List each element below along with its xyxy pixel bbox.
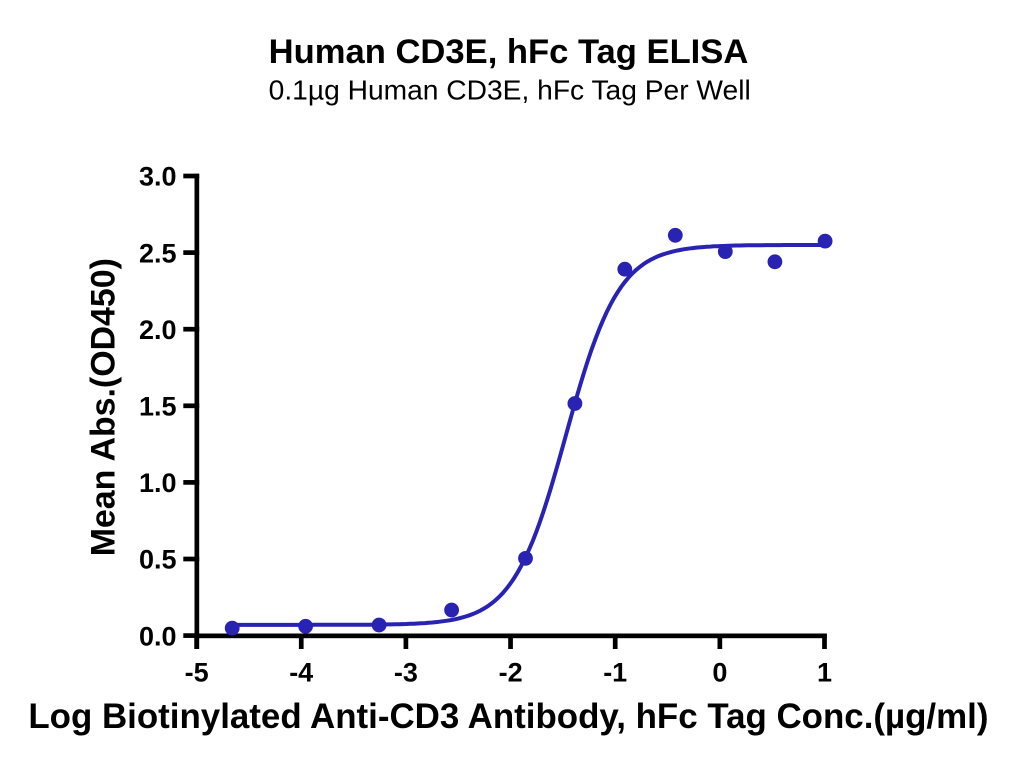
svg-text:3.0: 3.0 <box>139 162 177 192</box>
svg-text:-4: -4 <box>289 657 313 687</box>
svg-text:-3: -3 <box>394 657 418 687</box>
svg-text:1.5: 1.5 <box>139 392 177 422</box>
svg-text:1.0: 1.0 <box>139 468 177 498</box>
svg-text:2.0: 2.0 <box>139 315 177 345</box>
svg-text:Human CD3E, hFc Tag ELISA: Human CD3E, hFc Tag ELISA <box>269 33 749 71</box>
svg-text:0.0: 0.0 <box>139 621 177 651</box>
svg-text:Log Biotinylated Anti-CD3 Anti: Log Biotinylated Anti-CD3 Antibody, hFc … <box>28 697 988 736</box>
svg-text:0.5: 0.5 <box>139 545 177 575</box>
svg-text:0.1µg Human CD3E, hFc Tag Per: 0.1µg Human CD3E, hFc Tag Per Well <box>269 73 751 105</box>
svg-text:2.5: 2.5 <box>139 238 177 268</box>
svg-text:0: 0 <box>712 657 727 687</box>
svg-text:-2: -2 <box>499 657 523 687</box>
svg-text:-5: -5 <box>185 657 209 687</box>
svg-text:-1: -1 <box>603 657 627 687</box>
svg-text:1: 1 <box>817 657 832 687</box>
svg-text:Mean Abs.(OD450): Mean Abs.(OD450) <box>85 258 123 556</box>
